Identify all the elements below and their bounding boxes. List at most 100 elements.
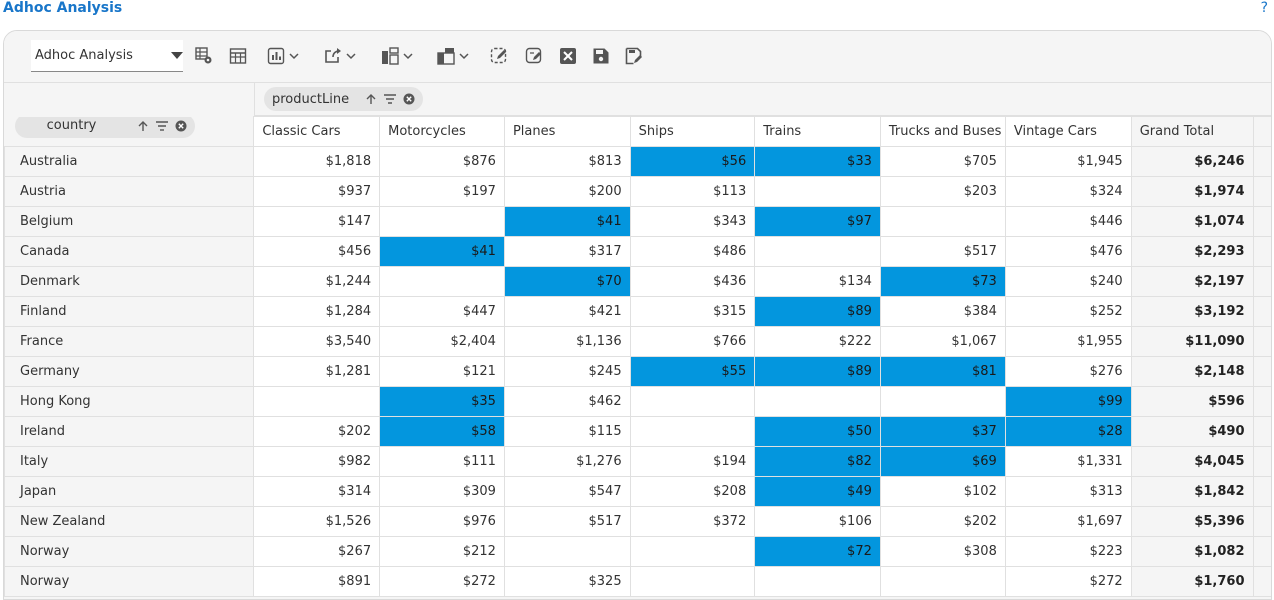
data-cell[interactable]: $436	[629, 266, 756, 297]
data-cell[interactable]: $202	[253, 416, 381, 447]
data-cell[interactable]: $705	[879, 146, 1006, 177]
data-cell[interactable]: $547	[503, 476, 631, 507]
row-header[interactable]: Austria	[4, 176, 255, 207]
data-cell[interactable]	[754, 236, 881, 267]
data-cell[interactable]: $421	[503, 296, 631, 327]
highlighted-cell[interactable]: $72	[754, 536, 881, 567]
highlighted-cell[interactable]: $35	[379, 386, 505, 417]
data-cell[interactable]: $222	[754, 326, 881, 357]
column-header[interactable]: Planes	[503, 116, 631, 147]
data-cell[interactable]: $976	[379, 506, 505, 537]
data-cell[interactable]: $1,284	[253, 296, 381, 327]
data-cell[interactable]: $111	[379, 446, 505, 477]
highlighted-cell[interactable]: $55	[629, 356, 756, 387]
grand-total-cell[interactable]: $596	[1130, 386, 1254, 417]
data-cell[interactable]: $1,244	[253, 266, 381, 297]
column-header[interactable]: Motorcycles	[379, 116, 505, 147]
highlighted-cell[interactable]: $56	[629, 146, 756, 177]
data-cell[interactable]: $1,136	[503, 326, 631, 357]
data-cell[interactable]: $313	[1004, 476, 1132, 507]
grand-total-cell[interactable]: $1,974	[1130, 176, 1254, 207]
filter-icon[interactable]	[155, 120, 169, 132]
layout-alt-icon[interactable]	[437, 47, 469, 65]
note-edit-icon[interactable]	[525, 47, 543, 65]
data-cell[interactable]: $456	[253, 236, 381, 267]
data-cell[interactable]: $147	[253, 206, 381, 237]
data-cell[interactable]	[754, 176, 881, 207]
data-cell[interactable]: $272	[1004, 566, 1132, 597]
data-cell[interactable]	[253, 386, 381, 417]
grand-total-cell[interactable]: $1,074	[1130, 206, 1254, 237]
highlighted-cell[interactable]: $49	[754, 476, 881, 507]
data-cell[interactable]	[879, 386, 1006, 417]
row-field-chip[interactable]: country	[14, 116, 195, 138]
data-cell[interactable]: $245	[503, 356, 631, 387]
grand-total-cell[interactable]: $1,082	[1130, 536, 1254, 567]
close-icon[interactable]	[175, 120, 187, 132]
grand-total-cell[interactable]: $5,396	[1130, 506, 1254, 537]
excel-icon[interactable]	[559, 47, 577, 65]
highlighted-cell[interactable]: $97	[754, 206, 881, 237]
highlighted-cell[interactable]: $41	[379, 236, 505, 267]
grand-total-cell[interactable]: $3,192	[1130, 296, 1254, 327]
data-cell[interactable]: $476	[1004, 236, 1132, 267]
data-cell[interactable]: $2,404	[379, 326, 505, 357]
data-cell[interactable]: $517	[879, 236, 1006, 267]
data-cell[interactable]: $891	[253, 566, 381, 597]
highlighted-cell[interactable]: $69	[879, 446, 1006, 477]
data-cell[interactable]: $223	[1004, 536, 1132, 567]
data-cell[interactable]: $325	[503, 566, 631, 597]
data-cell[interactable]	[754, 566, 881, 597]
data-cell[interactable]: $486	[629, 236, 756, 267]
export-icon[interactable]	[324, 47, 356, 65]
data-cell[interactable]	[379, 266, 505, 297]
data-cell[interactable]: $121	[379, 356, 505, 387]
highlighted-cell[interactable]: $81	[879, 356, 1006, 387]
data-cell[interactable]: $813	[503, 146, 631, 177]
highlighted-cell[interactable]: $82	[754, 446, 881, 477]
grand-total-cell[interactable]: $1,842	[1130, 476, 1254, 507]
grand-total-cell[interactable]: $2,293	[1130, 236, 1254, 267]
highlighted-cell[interactable]: $70	[503, 266, 631, 297]
grand-total-cell[interactable]: $6,246	[1130, 146, 1254, 177]
row-header[interactable]: New Zealand	[4, 506, 255, 537]
data-cell[interactable]: $876	[379, 146, 505, 177]
data-cell[interactable]: $308	[879, 536, 1006, 567]
highlighted-cell[interactable]: $73	[879, 266, 1006, 297]
row-header[interactable]: Finland	[4, 296, 255, 327]
data-cell[interactable]	[879, 206, 1006, 237]
highlighted-cell[interactable]: $37	[879, 416, 1006, 447]
data-cell[interactable]: $309	[379, 476, 505, 507]
column-header[interactable]: Classic Cars	[253, 116, 381, 147]
grand-total-cell[interactable]: $4,045	[1130, 446, 1254, 477]
help-icon[interactable]: ?	[1260, 0, 1268, 16]
highlighted-cell[interactable]: $41	[503, 206, 631, 237]
data-cell[interactable]: $1,818	[253, 146, 381, 177]
data-cell[interactable]: $324	[1004, 176, 1132, 207]
data-cell[interactable]: $517	[503, 506, 631, 537]
row-header[interactable]: Australia	[4, 146, 255, 177]
close-icon[interactable]	[403, 93, 415, 105]
data-cell[interactable]	[879, 566, 1006, 597]
row-header[interactable]: Germany	[4, 356, 255, 387]
data-cell[interactable]: $384	[879, 296, 1006, 327]
chart-icon[interactable]	[267, 47, 299, 65]
save-as-icon[interactable]	[625, 47, 643, 65]
row-header[interactable]: Hong Kong	[4, 386, 255, 417]
data-cell[interactable]: $1,276	[503, 446, 631, 477]
column-header[interactable]: Ships	[629, 116, 756, 147]
grand-total-cell[interactable]: $2,197	[1130, 266, 1254, 297]
data-cell[interactable]: $134	[754, 266, 881, 297]
data-cell[interactable]: $212	[379, 536, 505, 567]
column-header-grand-total[interactable]: Grand Total	[1130, 116, 1254, 147]
column-field-chip[interactable]: productLine	[264, 87, 424, 111]
row-header[interactable]: Denmark	[4, 266, 255, 297]
report-select[interactable]: Adhoc Analysis	[31, 40, 183, 72]
row-header[interactable]: Belgium	[4, 206, 255, 237]
data-cell[interactable]: $1,331	[1004, 446, 1132, 477]
highlighted-cell[interactable]: $28	[1004, 416, 1132, 447]
data-cell[interactable]: $447	[379, 296, 505, 327]
data-cell[interactable]: $937	[253, 176, 381, 207]
row-header[interactable]: Norway	[4, 536, 255, 567]
data-cell[interactable]: $314	[253, 476, 381, 507]
